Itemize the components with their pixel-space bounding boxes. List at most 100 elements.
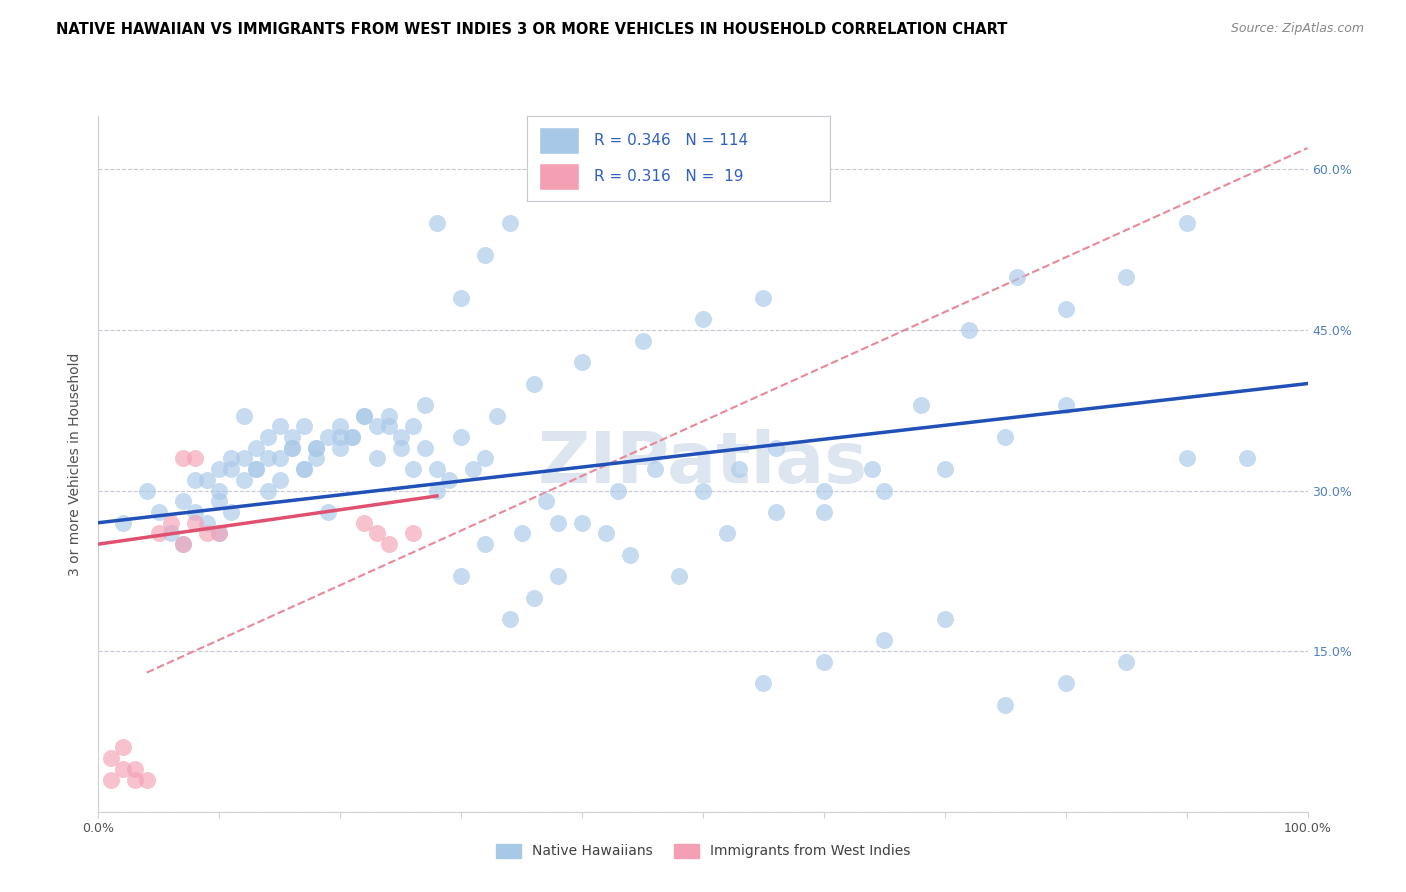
Point <box>426 483 449 498</box>
Point <box>232 451 254 466</box>
Point <box>873 633 896 648</box>
Point <box>668 569 690 583</box>
Point <box>124 772 146 787</box>
Point <box>184 505 207 519</box>
Point <box>631 334 654 348</box>
Point <box>221 505 243 519</box>
Point <box>269 473 291 487</box>
Point <box>111 762 134 776</box>
Point <box>100 751 122 765</box>
Point <box>292 419 315 434</box>
Text: Source: ZipAtlas.com: Source: ZipAtlas.com <box>1230 22 1364 36</box>
Point <box>450 291 472 305</box>
Point <box>765 505 787 519</box>
Text: R = 0.316   N =  19: R = 0.316 N = 19 <box>593 169 744 184</box>
Point <box>329 441 352 455</box>
Point <box>716 526 738 541</box>
Point <box>292 462 315 476</box>
Text: ZIPatlas: ZIPatlas <box>538 429 868 499</box>
Point <box>498 612 520 626</box>
Point <box>281 441 304 455</box>
Point <box>353 516 375 530</box>
Point <box>353 409 375 423</box>
Point <box>547 569 569 583</box>
Point <box>994 698 1017 712</box>
Point <box>377 419 399 434</box>
Point <box>269 451 291 466</box>
Point <box>813 655 835 669</box>
Point <box>160 526 183 541</box>
Point <box>860 462 883 476</box>
Point <box>316 505 339 519</box>
Point <box>184 516 207 530</box>
Point <box>221 462 243 476</box>
Point <box>256 483 278 498</box>
Point <box>111 740 134 755</box>
Point <box>172 494 194 508</box>
Y-axis label: 3 or more Vehicles in Household: 3 or more Vehicles in Household <box>69 352 83 575</box>
Point <box>692 483 714 498</box>
Point <box>377 537 399 551</box>
Point <box>534 494 557 508</box>
Point <box>366 451 388 466</box>
Point <box>547 516 569 530</box>
Point <box>607 483 630 498</box>
Point <box>934 462 956 476</box>
Point <box>342 430 364 444</box>
Point <box>353 409 375 423</box>
Point <box>195 516 218 530</box>
Point <box>752 291 775 305</box>
Point <box>498 216 520 230</box>
Point <box>366 419 388 434</box>
Point <box>1175 216 1198 230</box>
Point <box>305 451 328 466</box>
Point <box>474 248 496 262</box>
Point <box>172 537 194 551</box>
Text: NATIVE HAWAIIAN VS IMMIGRANTS FROM WEST INDIES 3 OR MORE VEHICLES IN HOUSEHOLD C: NATIVE HAWAIIAN VS IMMIGRANTS FROM WEST … <box>56 22 1008 37</box>
Point <box>208 462 231 476</box>
Point <box>208 494 231 508</box>
Point <box>100 772 122 787</box>
Point <box>135 772 157 787</box>
Point <box>221 451 243 466</box>
Point <box>523 376 546 391</box>
Point <box>305 441 328 455</box>
Point <box>329 419 352 434</box>
Point <box>148 526 170 541</box>
Point <box>474 537 496 551</box>
Point <box>292 462 315 476</box>
Legend: Native Hawaiians, Immigrants from West Indies: Native Hawaiians, Immigrants from West I… <box>491 838 915 864</box>
Point <box>1054 676 1077 690</box>
Point <box>486 409 509 423</box>
Point <box>135 483 157 498</box>
Point <box>413 398 436 412</box>
Point <box>208 526 231 541</box>
Point <box>402 462 425 476</box>
Point <box>1175 451 1198 466</box>
Point <box>208 483 231 498</box>
Point <box>1007 269 1029 284</box>
Point <box>728 462 751 476</box>
Point <box>595 526 617 541</box>
Point <box>316 430 339 444</box>
Point <box>437 473 460 487</box>
Point <box>450 569 472 583</box>
Point <box>426 216 449 230</box>
Point <box>813 483 835 498</box>
Point <box>450 430 472 444</box>
Point <box>232 473 254 487</box>
Point <box>195 473 218 487</box>
Point <box>426 462 449 476</box>
Point <box>305 441 328 455</box>
Text: R = 0.346   N = 114: R = 0.346 N = 114 <box>593 133 748 148</box>
Point <box>342 430 364 444</box>
Point <box>510 526 533 541</box>
Point <box>571 516 593 530</box>
Point <box>195 526 218 541</box>
Point <box>644 462 666 476</box>
Point <box>281 430 304 444</box>
Point <box>232 409 254 423</box>
Point <box>172 451 194 466</box>
Point <box>172 537 194 551</box>
Point <box>184 451 207 466</box>
